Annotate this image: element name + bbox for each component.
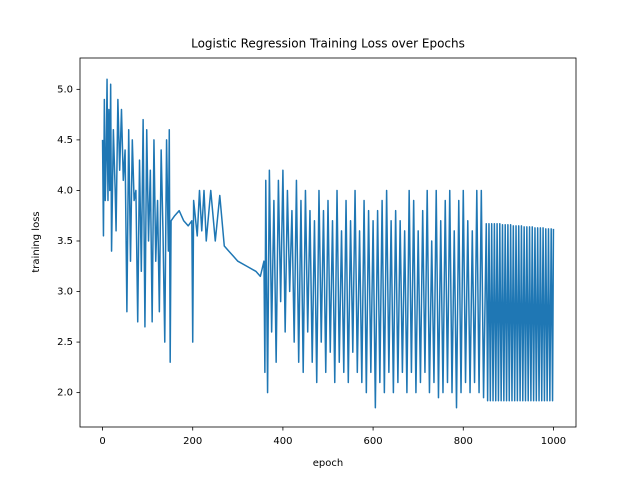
- y-tick-label: 2.5: [57, 337, 73, 348]
- x-axis-label: epoch: [313, 458, 343, 469]
- x-tick-label: 600: [364, 436, 383, 447]
- chart-title: Logistic Regression Training Loss over E…: [191, 37, 465, 51]
- y-tick-label: 3.5: [57, 236, 73, 247]
- x-tick-label: 0: [99, 436, 105, 447]
- y-tick-label: 2.0: [57, 388, 73, 399]
- x-tick-label: 1000: [541, 436, 566, 447]
- y-tick-label: 4.5: [57, 135, 73, 146]
- y-axis-label: training loss: [31, 211, 42, 272]
- loss-line: [101, 78, 555, 409]
- y-tick-label: 4.0: [57, 185, 73, 196]
- y-tick-label: 5.0: [57, 84, 73, 95]
- plot-frame: [79, 57, 577, 428]
- y-tick-label: 3.0: [57, 287, 73, 298]
- x-tick-label: 200: [183, 436, 202, 447]
- x-tick-label: 800: [454, 436, 473, 447]
- x-tick-label: 400: [273, 436, 292, 447]
